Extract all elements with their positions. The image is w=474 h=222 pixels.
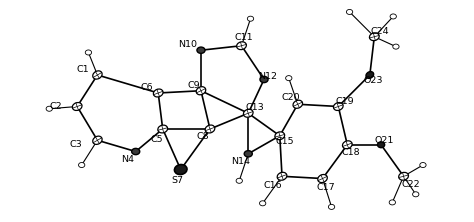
Text: C9: C9	[188, 81, 201, 90]
Text: C15: C15	[276, 137, 294, 146]
Text: C22: C22	[401, 180, 419, 189]
Ellipse shape	[318, 174, 328, 182]
Ellipse shape	[93, 71, 102, 79]
Ellipse shape	[46, 106, 53, 111]
Ellipse shape	[158, 125, 168, 133]
Ellipse shape	[390, 14, 396, 19]
Text: C20: C20	[282, 93, 301, 102]
Ellipse shape	[420, 163, 426, 168]
Text: N12: N12	[258, 72, 277, 81]
Text: N4: N4	[121, 155, 134, 164]
Text: C19: C19	[336, 97, 355, 107]
Text: C13: C13	[246, 103, 264, 112]
Ellipse shape	[369, 33, 379, 41]
Text: C6: C6	[141, 83, 153, 92]
Ellipse shape	[346, 9, 353, 14]
Ellipse shape	[93, 136, 102, 144]
Ellipse shape	[389, 200, 395, 205]
Ellipse shape	[275, 132, 285, 140]
Ellipse shape	[244, 151, 252, 157]
Text: O23: O23	[364, 76, 383, 85]
Ellipse shape	[277, 172, 287, 180]
Text: C16: C16	[264, 181, 283, 190]
Text: C3: C3	[70, 140, 82, 149]
Ellipse shape	[79, 163, 85, 168]
Ellipse shape	[366, 71, 374, 78]
Ellipse shape	[286, 76, 292, 81]
Ellipse shape	[412, 192, 419, 197]
Ellipse shape	[293, 100, 302, 108]
Ellipse shape	[236, 178, 242, 183]
Ellipse shape	[154, 89, 163, 97]
Ellipse shape	[343, 141, 352, 149]
Ellipse shape	[377, 142, 385, 148]
Text: C2: C2	[49, 102, 62, 111]
Ellipse shape	[85, 50, 91, 55]
Ellipse shape	[247, 16, 254, 21]
Text: C8: C8	[196, 132, 209, 141]
Ellipse shape	[328, 204, 335, 209]
Ellipse shape	[259, 201, 266, 206]
Text: C17: C17	[316, 183, 335, 192]
Ellipse shape	[244, 109, 253, 117]
Text: C18: C18	[342, 148, 360, 157]
Ellipse shape	[237, 42, 246, 50]
Ellipse shape	[174, 165, 187, 174]
Ellipse shape	[393, 44, 399, 49]
Text: C11: C11	[235, 33, 253, 42]
Ellipse shape	[260, 76, 268, 83]
Text: N10: N10	[178, 40, 197, 49]
Text: C24: C24	[370, 27, 389, 36]
Text: S7: S7	[171, 176, 183, 185]
Text: C1: C1	[76, 65, 89, 74]
Ellipse shape	[197, 47, 205, 53]
Ellipse shape	[196, 87, 206, 95]
Ellipse shape	[73, 103, 82, 111]
Ellipse shape	[132, 148, 140, 155]
Ellipse shape	[399, 172, 409, 180]
Text: O21: O21	[374, 136, 394, 145]
Text: N14: N14	[231, 157, 250, 166]
Ellipse shape	[334, 103, 343, 111]
Text: C5: C5	[151, 135, 164, 144]
Ellipse shape	[205, 125, 215, 133]
